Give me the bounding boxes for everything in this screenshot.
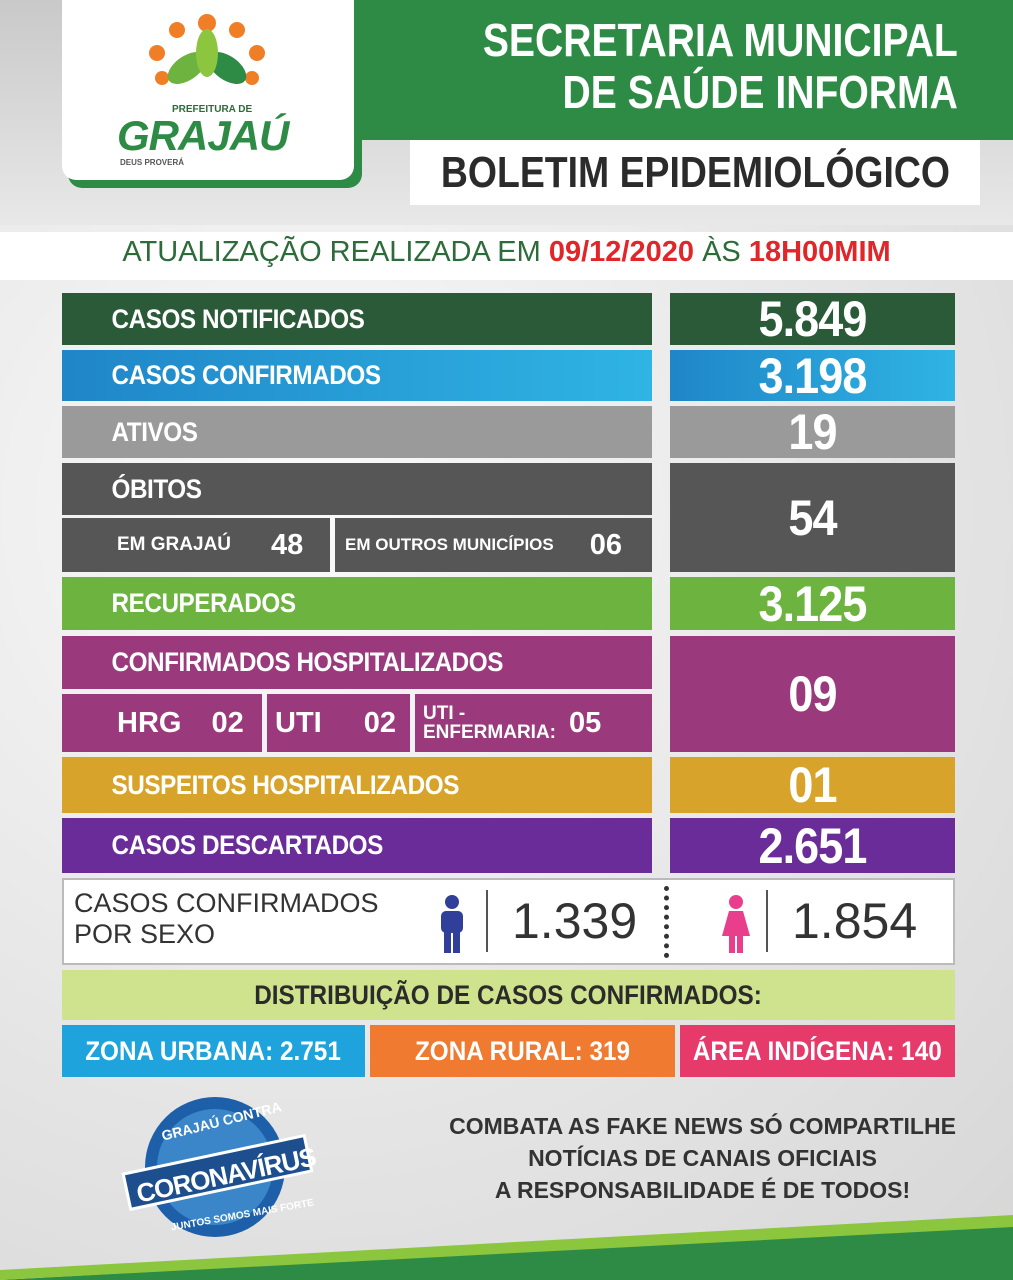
sub-box: UTI - ENFERMARIA: 05	[415, 694, 652, 752]
sub-value: 02	[211, 706, 244, 739]
logo-box: PREFEITURA DE GRAJAÚ DEUS PROVERÁ	[62, 0, 354, 180]
header-title: SECRETARIA MUNICIPAL DE SAÚDE INFORMA	[483, 14, 958, 118]
male-icon	[441, 895, 463, 953]
badge	[121, 1097, 314, 1237]
sub-label: UTI - ENFERMARIA:	[423, 703, 556, 743]
row-value: 3.125	[758, 575, 867, 632]
row-value: 09	[788, 666, 837, 722]
row-value-box: 2.651	[670, 817, 955, 874]
row-value-box: 54	[670, 463, 955, 572]
row-value: 3.198	[758, 347, 867, 404]
update-prefix: ATUALIZAÇÃO REALIZADA EM	[122, 236, 541, 268]
row: ÓBITOS	[62, 463, 652, 515]
distribution-title-box: DISTRIBUIÇÃO DE CASOS CONFIRMADOS:	[62, 970, 955, 1020]
logo-top: PREFEITURA DE	[172, 104, 253, 115]
zone-label: ZONA URBANA: 2.751	[85, 1035, 342, 1066]
sub-value: 06	[589, 528, 622, 561]
row-value: 5.849	[758, 291, 867, 347]
row-value: 01	[788, 757, 837, 813]
row-label: ÓBITOS	[111, 473, 202, 504]
female-icon	[722, 895, 750, 953]
sub-value: 48	[271, 528, 304, 561]
sex-box: CASOS CONFIRMADOS POR SEXO 1.339 1.854	[62, 878, 955, 965]
sex-label: CASOS CONFIRMADOS POR SEXO	[74, 888, 379, 950]
zone: ZONA RURAL: 319	[370, 1025, 675, 1077]
row-label: CASOS NOTIFICADOS	[111, 303, 365, 334]
sub-label: EM GRAJAÚ	[117, 534, 232, 555]
row: CASOS NOTIFICADOS	[62, 293, 652, 345]
distribution-title: DISTRIBUIÇÃO DE CASOS CONFIRMADOS:	[254, 979, 763, 1010]
sex-label-line: POR SEXO	[74, 919, 216, 949]
row-value-box: 3.125	[670, 575, 955, 632]
header-line: DE SAÚDE INFORMA	[562, 66, 958, 118]
sub-label: UTI	[275, 706, 322, 739]
row-value-box: 01	[670, 757, 955, 813]
row-label: CASOS CONFIRMADOS	[111, 360, 382, 390]
logo-name: GRAJAÚ	[117, 112, 289, 159]
row-label: CASOS DESCARTADOS	[111, 830, 384, 860]
row-value-box: 19	[670, 404, 955, 460]
header-line: SECRETARIA MUNICIPAL	[483, 14, 958, 66]
row: SUSPEITOS HOSPITALIZADOS	[62, 757, 652, 813]
divider	[486, 890, 488, 952]
footer-text: COMBATA AS FAKE NEWS SÓ COMPARTILHE NOTÍ…	[400, 1110, 1005, 1206]
dotted-divider	[664, 886, 669, 958]
sub-box: EM GRAJAÚ 48	[62, 518, 330, 572]
sub-box: UTI 02	[267, 694, 410, 752]
sub-value: 02	[363, 706, 396, 739]
update-date: 09/12/2020	[548, 236, 695, 268]
sub-box: HRG 02	[62, 694, 262, 752]
zone-label: ÁREA INDÍGENA: 140	[693, 1035, 942, 1066]
row: RECUPERADOS	[62, 577, 652, 630]
sub-value: 05	[569, 706, 602, 739]
zone-label: ZONA RURAL: 319	[414, 1035, 631, 1066]
update-time: 18H00MIM	[748, 236, 891, 268]
row-value: 2.651	[758, 817, 867, 874]
footer-stripes	[0, 1215, 1013, 1280]
male-value: 1.339	[512, 893, 638, 949]
female-value: 1.854	[792, 893, 918, 949]
update-bg	[0, 232, 1013, 280]
row-value: 19	[788, 404, 837, 460]
header-band	[360, 0, 1013, 140]
sex-label-line: CASOS CONFIRMADOS	[74, 888, 379, 918]
zone: ZONA URBANA: 2.751	[62, 1025, 365, 1077]
footer-line: A RESPONSABILIDADE É DE TODOS!	[494, 1177, 911, 1203]
row: CONFIRMADOS HOSPITALIZADOS	[62, 636, 652, 689]
row-label: SUSPEITOS HOSPITALIZADOS	[111, 769, 460, 800]
sub-box: EM OUTROS MUNICÍPIOS 06	[335, 518, 652, 572]
row-label: CONFIRMADOS HOSPITALIZADOS	[111, 647, 504, 677]
row-value-box: 5.849	[670, 291, 955, 347]
footer-line: COMBATA AS FAKE NEWS SÓ COMPARTILHE	[449, 1113, 956, 1139]
footer-line: NOTÍCIAS DE CANAIS OFICIAIS	[528, 1145, 877, 1171]
logo-motto: DEUS PROVERÁ	[120, 158, 185, 167]
update-middle: ÀS	[702, 236, 741, 268]
row-label: ATIVOS	[111, 416, 198, 447]
row-value: 54	[788, 489, 837, 546]
row: CASOS CONFIRMADOS	[62, 350, 652, 401]
row: ATIVOS	[62, 406, 652, 458]
row-value-box: 3.198	[670, 348, 955, 404]
sub-label: HRG	[117, 706, 182, 739]
subtitle: BOLETIM EPIDEMIOLÓGICO	[440, 147, 950, 197]
divider	[766, 890, 768, 952]
row-label: RECUPERADOS	[111, 588, 297, 618]
row: CASOS DESCARTADOS	[62, 818, 652, 873]
update-line: ATUALIZAÇÃO REALIZADA EM 09/12/2020 ÀS 1…	[0, 236, 1013, 269]
zone: ÁREA INDÍGENA: 140	[680, 1025, 955, 1077]
logo-leaves	[149, 14, 265, 85]
row-value-box: 09	[670, 636, 955, 752]
subtitle-box: BOLETIM EPIDEMIOLÓGICO	[410, 140, 980, 205]
sub-label: EM OUTROS MUNICÍPIOS	[345, 535, 554, 554]
